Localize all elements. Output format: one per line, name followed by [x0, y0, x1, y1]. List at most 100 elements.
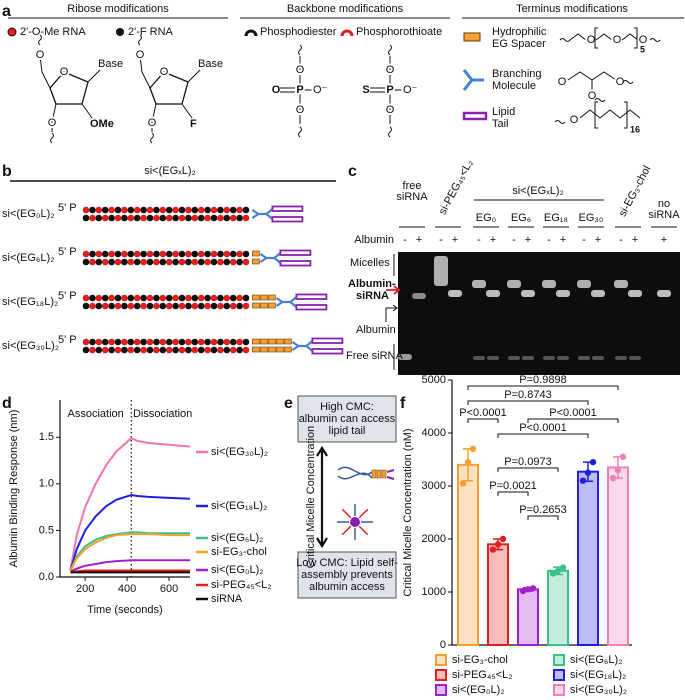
band	[507, 280, 521, 288]
atom: O	[48, 117, 57, 129]
nucleotide	[210, 206, 218, 214]
nucleotide	[172, 302, 179, 310]
nucleotide	[140, 250, 147, 258]
y-tick-label: 5000	[422, 374, 446, 386]
nucleotide	[204, 302, 211, 310]
nucleotide	[242, 346, 250, 354]
nucleotide	[210, 294, 218, 302]
section-title: Backbone modifications	[287, 3, 404, 15]
band	[543, 356, 555, 360]
p-value: P=0.0973	[504, 456, 551, 468]
legend-marker	[116, 28, 124, 36]
atom: O	[60, 66, 69, 78]
sign: -	[619, 234, 623, 246]
nucleotide	[89, 294, 96, 302]
significance-bracket	[527, 515, 559, 520]
squiggle	[50, 132, 54, 144]
squiggle	[388, 126, 392, 138]
nucleotide	[172, 206, 179, 214]
legend-marker	[7, 27, 17, 37]
legend-label: si<(EG₃₀L)₂	[211, 446, 268, 458]
nucleotide	[197, 206, 205, 214]
nucleotide	[101, 214, 109, 222]
squiggle	[138, 34, 142, 46]
series-line	[70, 559, 190, 573]
nucleotide	[153, 258, 160, 266]
nucleotide	[242, 214, 250, 222]
nucleotide	[185, 302, 192, 310]
significance-bracket	[497, 491, 529, 496]
nucleotide	[133, 346, 141, 354]
nucleotide	[204, 294, 211, 302]
nucleotide	[229, 250, 237, 258]
info-box	[297, 395, 397, 443]
nucleotide	[223, 346, 231, 354]
nucleotide	[210, 214, 218, 222]
nucleotide	[95, 338, 103, 346]
nucleotide	[101, 338, 109, 346]
squiggle	[388, 44, 392, 56]
branch	[291, 340, 314, 352]
icon	[376, 469, 382, 479]
nucleotide	[153, 338, 160, 346]
nucleotide	[204, 258, 211, 266]
nucleotide	[133, 214, 141, 222]
data-point	[619, 453, 627, 461]
p-value: P=0.2653	[519, 504, 566, 516]
series-line	[69, 437, 191, 570]
panel-letter: f	[400, 395, 406, 412]
data-point	[584, 469, 592, 476]
icon	[358, 508, 369, 519]
eg-spacer	[252, 346, 260, 353]
nucleotide	[140, 214, 147, 222]
annotation: Dissociation	[133, 408, 192, 420]
eg-spacer	[260, 338, 268, 345]
nucleotide	[197, 346, 205, 354]
eg-spacer	[276, 346, 284, 353]
data-point	[499, 535, 507, 543]
nucleotide	[101, 258, 109, 266]
bracket	[594, 27, 638, 49]
band	[614, 280, 628, 288]
lane-label: EG₀	[476, 212, 496, 224]
bar	[607, 466, 629, 647]
nucleotide	[191, 338, 199, 346]
annotation: Association	[68, 408, 124, 420]
lipid-tail	[311, 348, 344, 355]
legend-swatch	[553, 669, 565, 681]
bond	[187, 69, 201, 83]
nucleotide	[108, 302, 115, 310]
nucleotide	[140, 346, 147, 354]
nucleotide	[159, 214, 167, 222]
item-label: EG Spacer	[492, 38, 546, 50]
nucleotide	[185, 258, 192, 266]
significance-bracket	[497, 433, 589, 438]
significance-bracket	[497, 467, 559, 472]
nucleotide	[159, 302, 167, 310]
row-label: si<(EG₆L)₂	[2, 252, 54, 264]
nucleotide	[159, 346, 167, 354]
atom: O⁻	[403, 84, 418, 96]
atom: O	[296, 104, 305, 116]
nucleotide	[217, 338, 224, 346]
nucleotide	[89, 258, 96, 266]
lipid-tail	[295, 304, 328, 311]
sign: +	[595, 234, 601, 246]
nucleotide	[121, 294, 128, 302]
lipid-tail	[311, 337, 344, 344]
squiggle	[649, 38, 661, 42]
band	[448, 290, 462, 297]
row-label: si<(EG₀L)₂	[2, 208, 55, 220]
nucleotide	[242, 302, 250, 310]
band-label: Free siRNA	[346, 350, 404, 362]
nucleotide	[82, 258, 90, 266]
sign: +	[661, 234, 667, 246]
nucleotide	[153, 214, 160, 222]
icon	[371, 469, 377, 479]
atom: O	[160, 66, 169, 78]
nucleotide	[82, 346, 90, 354]
nucleotide	[108, 346, 115, 354]
sign: -	[477, 234, 481, 246]
p-value: P=0.0021	[489, 480, 536, 492]
